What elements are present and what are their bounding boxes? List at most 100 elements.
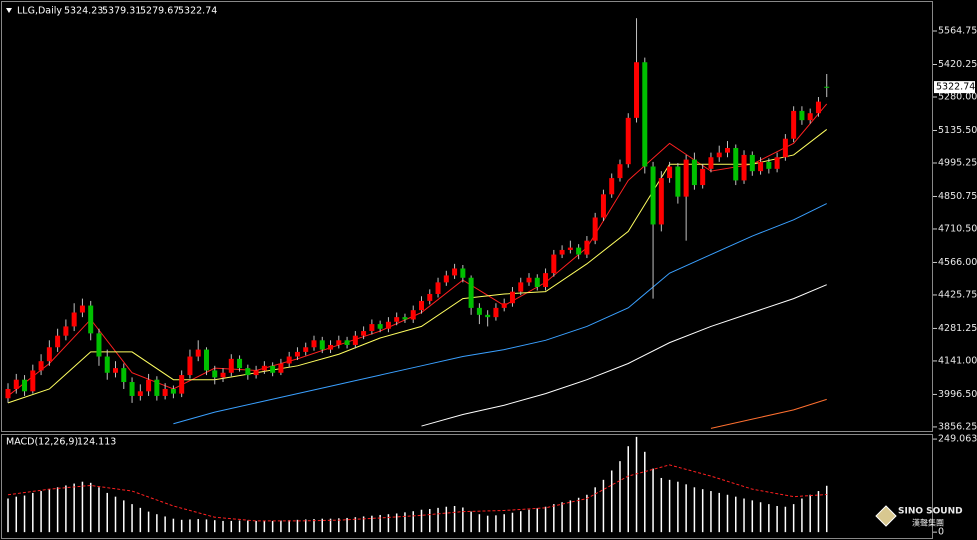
candle-body [121, 368, 127, 383]
macd-y-tick-label: 0 [938, 527, 944, 538]
candle-body [741, 154, 747, 181]
macd-bar [247, 520, 249, 533]
candle-body [443, 275, 449, 283]
candle-body [782, 138, 788, 158]
macd-bar [189, 519, 191, 533]
macd-bar [635, 436, 638, 533]
candle-body [526, 277, 532, 283]
macd-bar [321, 518, 324, 533]
macd-bar [677, 481, 679, 533]
macd-bar [470, 511, 472, 533]
candle-body [336, 340, 342, 345]
main-panel-border [1, 1, 933, 432]
macd-value: 124.113 [77, 437, 116, 448]
candle-body [559, 249, 565, 255]
candle-body [170, 388, 176, 394]
macd-bar [313, 519, 315, 533]
macd-bar [668, 479, 671, 533]
macd-y-tick-label: 249.063 [938, 434, 977, 445]
candle-body [71, 312, 77, 327]
candle-body [518, 282, 524, 292]
macd-bar [15, 496, 18, 533]
candle-body [625, 117, 631, 165]
logo-chinese: 漢聲集團 [912, 518, 944, 528]
y-tick-label: 4850.75 [938, 191, 977, 202]
macd-bar [652, 468, 654, 533]
candle-body [203, 349, 209, 371]
close: 5322.74 [178, 6, 217, 17]
macd-bar [238, 520, 241, 533]
candle-body [700, 168, 706, 186]
candle-body [129, 382, 135, 396]
macd-bar [56, 487, 59, 533]
macd-bar [594, 487, 596, 533]
macd-bar [453, 505, 456, 533]
candle-body [154, 379, 160, 396]
candle-body [460, 268, 466, 278]
macd-bar [693, 487, 696, 533]
macd-bar [577, 497, 580, 533]
candle-body [228, 358, 234, 373]
candle-body [179, 375, 185, 394]
macd-bar [710, 491, 712, 533]
candle-body [592, 217, 598, 241]
macd-bar [751, 500, 754, 533]
candle-body [774, 157, 780, 169]
high: 5379.31 [102, 6, 141, 17]
candle-body [286, 356, 292, 364]
macd-bar [205, 519, 208, 533]
macd-bar [437, 507, 439, 533]
macd-bar [139, 507, 142, 533]
candle-body [791, 110, 797, 139]
candle-body [452, 268, 458, 276]
candle-body [319, 340, 325, 350]
candle-body [38, 361, 44, 371]
macd-bar [65, 485, 67, 533]
macd-bar [371, 515, 373, 533]
y-tick-label: 4141.00 [938, 355, 977, 366]
macd-bar [362, 516, 365, 533]
candle-body [493, 307, 499, 318]
macd-bar [809, 494, 811, 533]
candle-body [749, 154, 755, 172]
candle-body [634, 62, 640, 118]
candle-body [394, 317, 400, 322]
macd-bar [627, 446, 629, 533]
y-tick-label: 3856.25 [938, 421, 977, 432]
candle-body [410, 310, 416, 320]
candle-body [261, 365, 267, 371]
candle-body [584, 240, 590, 255]
logo: SINO SOUND 漢聲集團 [875, 505, 963, 528]
macd-bar [817, 491, 820, 533]
candle-body [799, 110, 805, 121]
candle-body [650, 166, 656, 225]
macd-bar [825, 485, 828, 533]
macd-bar [214, 520, 216, 533]
macd-bar [387, 514, 390, 533]
macd-bar [478, 514, 481, 533]
menu-arrow[interactable] [6, 8, 12, 13]
candle-body [195, 349, 201, 357]
candle-body [278, 363, 284, 373]
candle-body [815, 101, 821, 114]
macd-bar [586, 494, 588, 533]
y-tick-label: 3996.50 [938, 389, 977, 400]
candle-body [534, 277, 540, 288]
candle-body [5, 388, 11, 399]
macd-bar [569, 500, 572, 533]
candle-body [88, 305, 94, 334]
candle-body [162, 388, 168, 396]
candle-body [55, 335, 61, 348]
macd-bar [48, 489, 51, 533]
candle-body [476, 307, 482, 315]
candle-body [96, 333, 102, 357]
logo-name: SINO SOUND [898, 507, 963, 517]
macd-bar [329, 518, 332, 533]
macd-bar [147, 511, 150, 533]
macd-bar [222, 520, 224, 533]
macd-bar [602, 479, 605, 533]
candle-body [311, 340, 317, 348]
macd-bar [784, 506, 787, 533]
macd-bar [230, 520, 233, 533]
candle-body [352, 335, 358, 345]
